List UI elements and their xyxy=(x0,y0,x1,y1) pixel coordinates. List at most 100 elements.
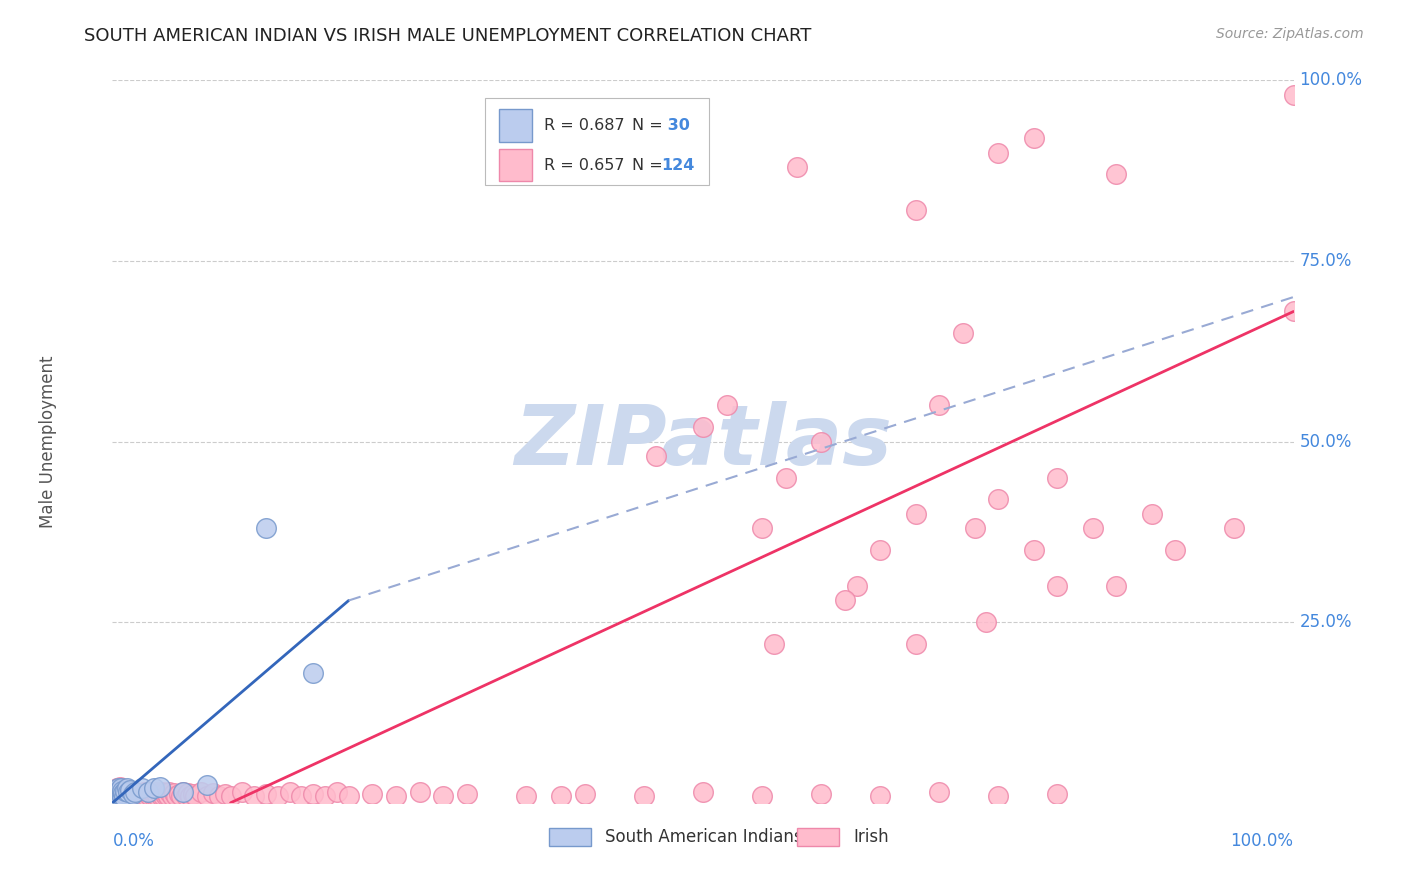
Point xyxy=(195,778,218,792)
Text: 50.0%: 50.0% xyxy=(1299,433,1351,450)
Point xyxy=(869,789,891,803)
Point xyxy=(195,789,218,803)
Point xyxy=(1223,521,1246,535)
Point xyxy=(105,785,128,799)
Point xyxy=(105,787,128,801)
Point xyxy=(267,789,290,803)
Point xyxy=(108,789,131,803)
Point xyxy=(111,789,134,803)
Point xyxy=(290,789,312,803)
Point xyxy=(110,787,132,801)
Point xyxy=(142,789,165,803)
Point xyxy=(408,785,430,799)
Point xyxy=(111,784,134,798)
Point xyxy=(231,785,253,799)
Text: 30: 30 xyxy=(662,118,689,133)
Bar xyxy=(550,828,591,847)
Point xyxy=(1282,304,1305,318)
Point xyxy=(1046,787,1069,801)
Point xyxy=(117,785,139,799)
Point xyxy=(105,782,128,797)
Point xyxy=(904,203,927,218)
Point xyxy=(550,789,572,803)
Point xyxy=(515,789,537,803)
Text: SOUTH AMERICAN INDIAN VS IRISH MALE UNEMPLOYMENT CORRELATION CHART: SOUTH AMERICAN INDIAN VS IRISH MALE UNEM… xyxy=(84,27,811,45)
Bar xyxy=(499,149,531,181)
Point xyxy=(107,787,129,801)
Point xyxy=(904,637,927,651)
Text: 0.0%: 0.0% xyxy=(112,831,155,850)
Point xyxy=(786,160,808,174)
Point xyxy=(146,789,169,803)
Point xyxy=(121,787,143,801)
Point xyxy=(110,781,132,796)
Point xyxy=(810,434,832,449)
Point xyxy=(107,782,129,797)
Point xyxy=(172,785,194,799)
Point xyxy=(1081,521,1104,535)
Text: R = 0.687: R = 0.687 xyxy=(544,118,624,133)
Text: 100.0%: 100.0% xyxy=(1299,71,1362,89)
Point xyxy=(104,789,127,803)
Point xyxy=(153,786,176,800)
Point xyxy=(762,637,785,651)
Point xyxy=(208,789,231,803)
Text: South American Indians: South American Indians xyxy=(605,828,803,847)
Point xyxy=(243,789,266,803)
Point xyxy=(214,787,236,801)
Text: 25.0%: 25.0% xyxy=(1299,613,1353,632)
Point xyxy=(112,790,135,805)
Point xyxy=(135,789,157,803)
Point xyxy=(108,780,131,794)
Point xyxy=(149,780,172,794)
Point xyxy=(170,789,193,803)
Point xyxy=(692,420,714,434)
Point xyxy=(190,785,212,799)
Point xyxy=(987,789,1010,803)
Text: 100.0%: 100.0% xyxy=(1230,831,1294,850)
Point xyxy=(112,789,135,803)
Point xyxy=(112,787,135,801)
Point xyxy=(302,787,325,801)
Point xyxy=(1282,87,1305,102)
Point xyxy=(810,787,832,801)
Point xyxy=(869,542,891,557)
Point xyxy=(174,789,197,803)
Point xyxy=(117,785,139,799)
Point xyxy=(128,786,150,800)
Point xyxy=(111,784,134,798)
Point xyxy=(142,781,165,796)
Point xyxy=(165,789,187,803)
Point xyxy=(124,785,146,799)
Point xyxy=(157,785,180,799)
Point xyxy=(114,784,136,798)
Text: Male Unemployment: Male Unemployment xyxy=(38,355,56,528)
Point xyxy=(163,786,186,800)
Point xyxy=(145,785,167,799)
Point xyxy=(142,787,165,801)
Point xyxy=(1046,579,1069,593)
Point xyxy=(432,789,454,803)
Point xyxy=(201,786,224,800)
Point xyxy=(1105,167,1128,181)
Point xyxy=(107,789,129,803)
Point xyxy=(184,789,207,803)
Point xyxy=(143,789,166,803)
Point xyxy=(976,615,998,630)
Point xyxy=(775,470,797,484)
Text: 124: 124 xyxy=(662,158,695,173)
Point xyxy=(219,789,242,803)
Text: Source: ZipAtlas.com: Source: ZipAtlas.com xyxy=(1216,27,1364,41)
Text: 75.0%: 75.0% xyxy=(1299,252,1351,270)
Bar xyxy=(499,109,531,142)
Point xyxy=(574,787,596,801)
Point xyxy=(1105,579,1128,593)
Point xyxy=(928,398,950,412)
Point xyxy=(149,789,172,803)
Point xyxy=(105,786,128,800)
Point xyxy=(904,507,927,521)
Point xyxy=(112,784,135,798)
Point xyxy=(110,786,132,800)
Point xyxy=(105,781,128,796)
Point xyxy=(125,789,148,803)
